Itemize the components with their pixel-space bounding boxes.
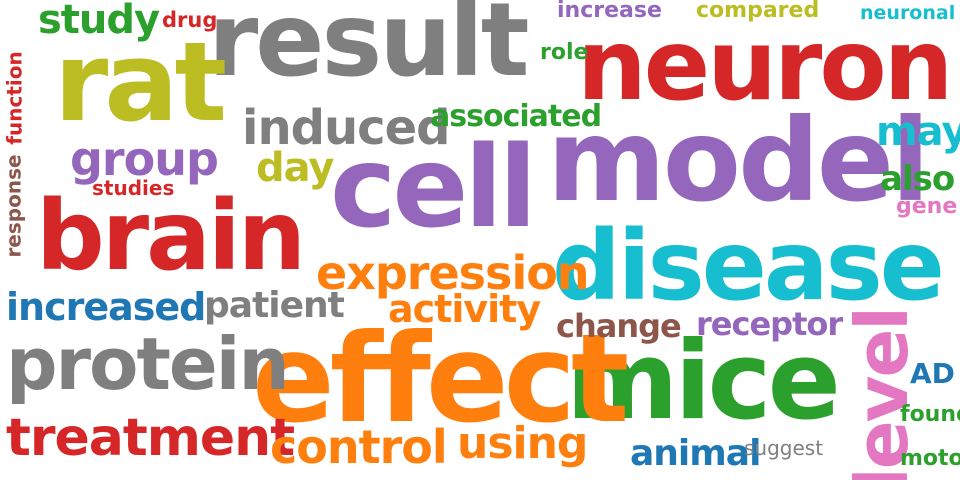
word-motor: motor bbox=[900, 446, 960, 471]
word-associated: associated bbox=[430, 99, 602, 134]
word-receptor: receptor bbox=[696, 305, 843, 343]
word-brain: brain bbox=[36, 180, 306, 292]
word-suggest: suggest bbox=[744, 436, 824, 460]
word-expression: expression bbox=[316, 246, 590, 300]
word-study: study bbox=[38, 0, 160, 43]
word-patient: patient bbox=[204, 285, 345, 326]
word-neuronal: neuronal bbox=[860, 2, 956, 24]
word-model: model bbox=[547, 94, 930, 227]
word-may: may bbox=[876, 109, 960, 155]
word-compared: compared bbox=[696, 0, 820, 23]
word-also: also bbox=[880, 159, 955, 199]
word-increased: increased bbox=[6, 285, 206, 329]
word-effect: effect bbox=[252, 308, 629, 450]
word-using: using bbox=[457, 418, 588, 469]
word-drug: drug bbox=[162, 8, 218, 32]
word-studies: studies bbox=[92, 176, 175, 200]
word-change: change bbox=[556, 307, 682, 345]
word-mice: mice bbox=[566, 319, 841, 444]
word-animal: animal bbox=[630, 433, 761, 474]
word-found: found bbox=[900, 402, 960, 427]
word-protein: protein bbox=[6, 322, 290, 406]
word-day: day bbox=[256, 145, 334, 191]
word-activity: activity bbox=[388, 287, 541, 331]
word-result: result bbox=[208, 0, 530, 100]
word-function: function bbox=[2, 51, 27, 145]
word-response: response bbox=[1, 154, 26, 258]
word-group: group bbox=[70, 132, 219, 186]
word-disease: disease bbox=[552, 210, 945, 322]
word-AD: AD bbox=[910, 357, 955, 390]
word-role: role bbox=[540, 40, 589, 65]
word-rat: rat bbox=[54, 18, 227, 146]
word-control: control bbox=[270, 420, 448, 474]
word-cell: cell bbox=[330, 123, 537, 253]
word-induced: induced bbox=[242, 100, 451, 156]
word-neuron: neuron bbox=[577, 9, 953, 123]
word-increase: increase bbox=[557, 0, 662, 23]
word-treatment: treatment bbox=[6, 408, 295, 468]
word-gene: gene bbox=[896, 194, 958, 219]
